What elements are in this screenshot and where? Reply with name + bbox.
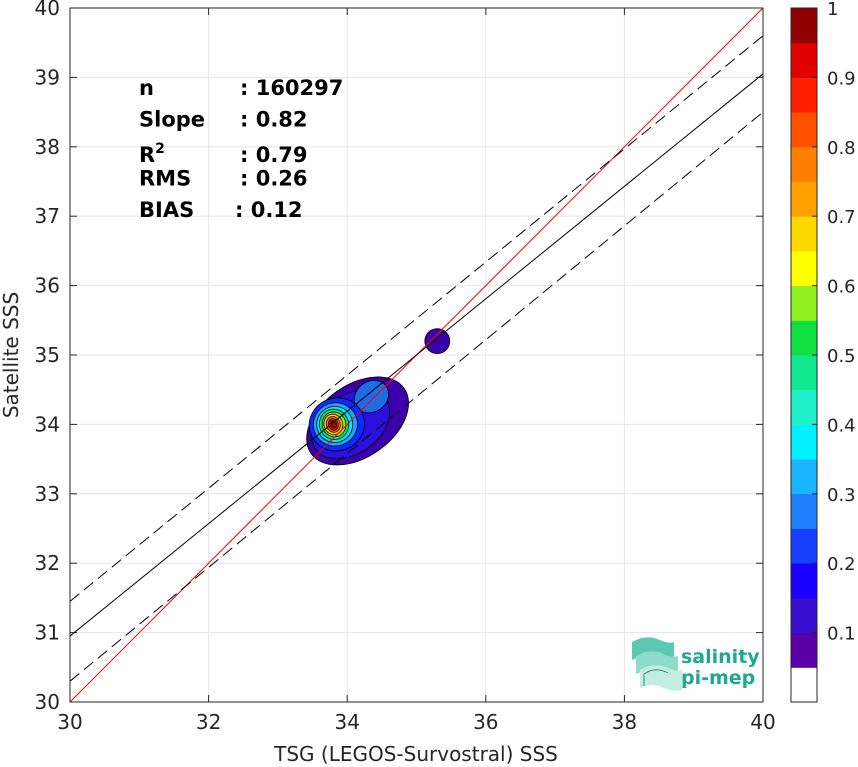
logo-text-line2: pi-mep [681,667,755,689]
colorbar-band [791,563,817,599]
regression-line [69,73,764,637]
colorbar-band [791,597,817,634]
colorbar-tick-label: 0.1 [827,624,856,645]
band-lower-line [69,111,764,682]
colorbar-band [791,632,817,668]
colorbar-tick-label: 0.4 [827,415,856,436]
y-tick-label: 34 [35,412,60,436]
stat-label: BIAS [139,198,194,222]
y-axis-label: Satellite SSS [0,292,23,418]
y-tick-label: 37 [35,204,60,228]
y-tick-label: 30 [35,690,60,714]
colorbar-band [791,320,817,356]
colorbar-tick-label: 0.8 [827,138,856,159]
y-tick-label: 39 [35,65,60,89]
stat-value: : 0.26 [240,167,308,191]
x-axis-label: TSG (LEGOS-Survostral) SSS [273,742,558,766]
grid [70,8,763,702]
colorbar-band [791,355,817,391]
colorbar-tick-label: 0.6 [827,277,856,298]
colorbar-band [791,8,817,44]
y-tick-label: 32 [35,551,60,575]
density-contours [306,328,451,466]
colorbar-band [791,77,817,113]
stat-label: n [139,76,154,100]
colorbar-band [791,389,817,425]
stat-label: RMS [139,167,191,191]
density-contour [424,328,451,355]
stat-label-superscript: 2 [155,141,165,157]
colorbar-band [791,424,817,460]
colorbar-band [791,181,817,217]
stat-value: : 0.12 [235,198,303,222]
stat-value: : 0.79 [240,143,308,167]
stat-label: Slope [139,108,205,132]
y-tick-label: 40 [35,0,60,20]
colorbar-band [791,285,817,321]
colorbar-band [791,493,817,529]
y-tick-label: 35 [35,343,60,367]
waves-icon [632,637,682,691]
stat-value: : 160297 [240,76,343,100]
logo-text-line1: salinity [681,646,760,668]
stat-value: : 0.82 [240,108,308,132]
colorbar-band [791,42,817,78]
x-tick-label: 34 [334,710,359,734]
colorbar-tick-label: 1 [827,0,838,20]
salinity-pi-mep-logo: salinity pi-mep [632,637,760,691]
colorbar-band [791,667,817,703]
x-tick-label: 32 [196,710,221,734]
colorbar-band [791,146,817,182]
y-tick-label: 31 [35,621,60,645]
stat-label: R2 [139,141,165,167]
band-upper-line [69,35,764,602]
colorbar-tick-label: 0.3 [827,485,856,506]
colorbar-tick-label: 0.2 [827,554,856,575]
x-tick-label: 38 [612,710,637,734]
colorbar-band [791,216,817,252]
colorbar-tick-label: 0.7 [827,207,856,228]
reference-lines [69,7,764,703]
colorbar: 0.1 0.2 0.3 0.4 0.5 0.6 0.7 0.8 0.9 1 [790,0,856,703]
colorbar-band [791,459,817,495]
x-tick-label: 30 [57,710,82,734]
y-tick-label: 38 [35,135,60,159]
y-tick-label: 33 [35,482,60,506]
stats-box: n : 160297 Slope : 0.82 R2 : 0.79 RMS : 0.26 BIA… [139,76,343,222]
colorbar-band [791,112,817,148]
axis-ticks: 30 32 34 36 38 40 30 31 32 33 34 35 36 37 38 39 40 [35,0,776,734]
colorbar-tick-label: 0.9 [827,68,856,89]
colorbar-band [791,528,817,564]
colorbar-tick-label: 0.5 [827,346,856,367]
colorbar-band [791,250,817,287]
x-tick-label: 36 [473,710,498,734]
x-tick-label: 40 [750,710,775,734]
y-tick-label: 36 [35,274,60,298]
